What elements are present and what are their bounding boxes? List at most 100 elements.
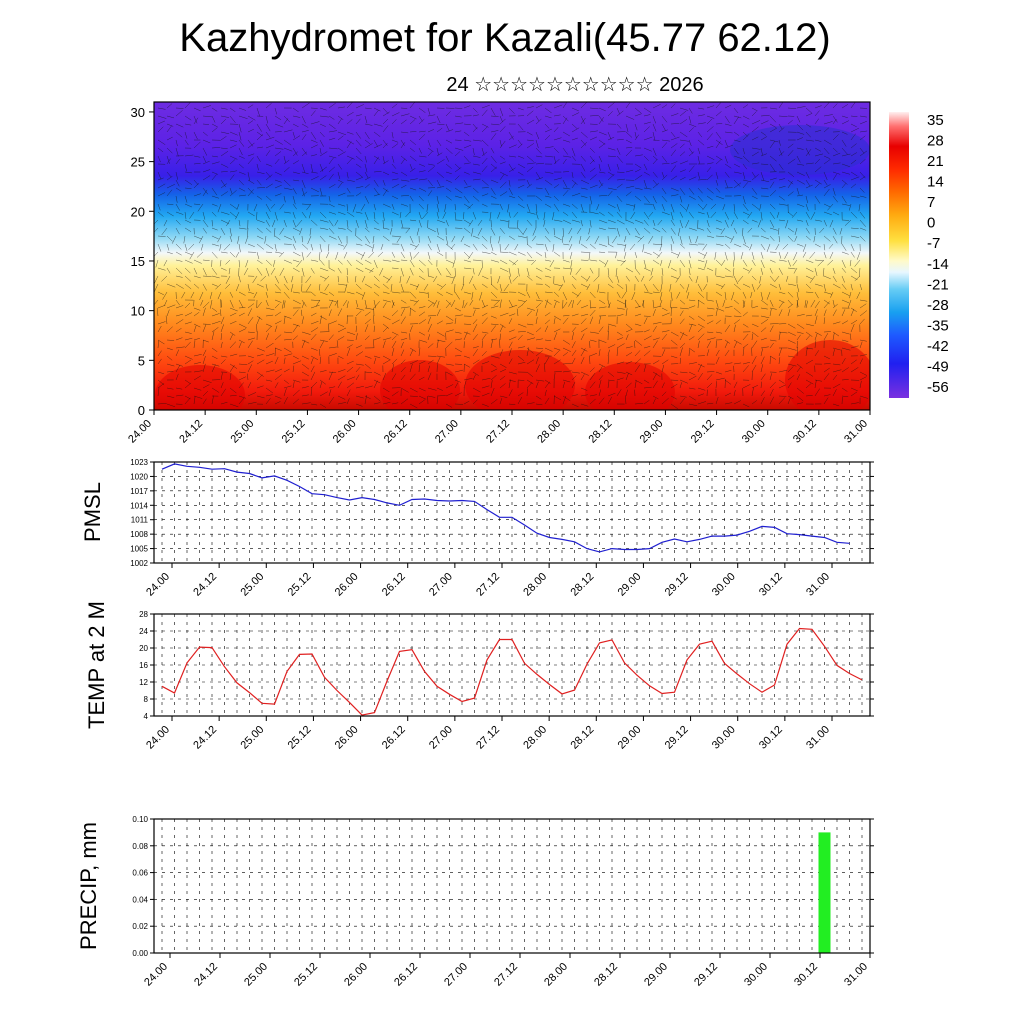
- wind-vector: [733, 362, 742, 365]
- wind-vector: [390, 227, 393, 235]
- wind-vector: [760, 211, 763, 221]
- wind-vector: [382, 171, 390, 175]
- heatmap-x-tick-label: 30.00: [740, 418, 768, 446]
- wind-vector: [301, 130, 309, 133]
- wind-vector: [451, 299, 456, 308]
- wind-vector: [481, 304, 489, 309]
- wind-vector: [319, 131, 325, 138]
- wind-vector: [580, 318, 587, 325]
- wind-vector: [175, 364, 181, 373]
- wind-vector: [508, 131, 514, 140]
- wind-vector: [427, 259, 433, 266]
- wind-vector: [157, 403, 167, 405]
- wind-vector: [849, 203, 852, 211]
- wind-vector: [643, 187, 652, 190]
- precip-x-tick-label: 24.12: [192, 961, 220, 989]
- wind-vector: [850, 308, 855, 317]
- wind-vector: [616, 178, 626, 181]
- wind-vector: [283, 291, 290, 299]
- wind-vector: [382, 235, 390, 242]
- wind-vector: [283, 187, 293, 190]
- wind-vector: [175, 243, 182, 250]
- wind-vector: [688, 336, 695, 341]
- wind-vector: [454, 175, 460, 181]
- wind-vector: [301, 331, 311, 335]
- wind-vector: [544, 107, 552, 114]
- temp-x-tick-label: 26.12: [380, 724, 408, 752]
- wind-vector: [337, 151, 346, 157]
- wind-vector: [832, 349, 835, 357]
- wind-vector: [256, 134, 264, 141]
- wind-vector: [733, 307, 741, 314]
- wind-vector: [283, 283, 290, 291]
- wind-vector: [697, 147, 701, 155]
- temp-y-tick-label: 16: [139, 661, 148, 670]
- wind-vector: [832, 321, 841, 325]
- wind-vector: [238, 194, 247, 197]
- wind-vector: [661, 364, 665, 373]
- wind-vector: [228, 267, 231, 275]
- wind-vector: [679, 310, 684, 317]
- wind-vector: [553, 370, 562, 373]
- wind-vector: [724, 104, 732, 109]
- wind-vector: [400, 158, 406, 165]
- wind-vector: [616, 371, 626, 374]
- wind-vector: [796, 387, 804, 394]
- wind-vector: [670, 103, 676, 109]
- wind-vector: [850, 195, 860, 198]
- wind-vector: [532, 235, 537, 242]
- wind-vector: [373, 219, 379, 225]
- wind-vector: [328, 102, 336, 109]
- wind-vector: [310, 243, 314, 251]
- wind-vector: [802, 251, 807, 258]
- wind-vector: [274, 374, 282, 381]
- wind-vector: [382, 227, 390, 230]
- wind-vector: [265, 243, 274, 250]
- wind-vector: [535, 104, 543, 109]
- wind-vector: [823, 235, 831, 242]
- wind-vector: [355, 351, 364, 357]
- wind-vector: [391, 291, 401, 294]
- wind-vector: [400, 142, 406, 149]
- wind-vector: [175, 275, 183, 278]
- wind-vector: [157, 325, 162, 333]
- wind-vector: [607, 187, 617, 191]
- wind-vector: [526, 323, 534, 326]
- wind-vector: [337, 243, 345, 247]
- wind-vector: [211, 307, 218, 312]
- wind-vector: [796, 283, 800, 293]
- wind-vector: [454, 122, 464, 125]
- wind-vector: [472, 163, 480, 166]
- wind-vector: [661, 397, 669, 405]
- wind-vector: [733, 155, 743, 160]
- wind-vector: [319, 166, 328, 173]
- wind-vector: [856, 291, 861, 299]
- wind-vector: [589, 398, 596, 405]
- wind-vector: [283, 118, 289, 125]
- wind-vector: [517, 139, 522, 145]
- wind-vector: [270, 203, 276, 209]
- wind-vector: [769, 342, 774, 349]
- wind-vector: [760, 147, 763, 156]
- wind-vector: [706, 211, 710, 219]
- wind-vector: [598, 219, 608, 224]
- wind-vector: [256, 316, 261, 325]
- wind-vector: [715, 320, 721, 325]
- pmsl-x-tick-label: 24.12: [191, 571, 219, 599]
- wind-vector: [175, 283, 184, 289]
- wind-vector: [787, 347, 797, 351]
- wind-vector: [787, 191, 794, 197]
- wind-vector: [598, 397, 605, 405]
- wind-vector: [454, 151, 461, 157]
- wind-vector: [832, 227, 837, 235]
- wind-vector: [829, 251, 834, 259]
- wind-vector: [418, 311, 426, 317]
- wind-vector: [418, 178, 428, 181]
- wind-vector: [202, 227, 207, 234]
- wind-vector: [580, 371, 589, 376]
- wind-vector: [283, 179, 291, 187]
- wind-vector: [850, 133, 856, 141]
- wind-vector: [184, 243, 188, 252]
- wind-vector: [445, 291, 453, 296]
